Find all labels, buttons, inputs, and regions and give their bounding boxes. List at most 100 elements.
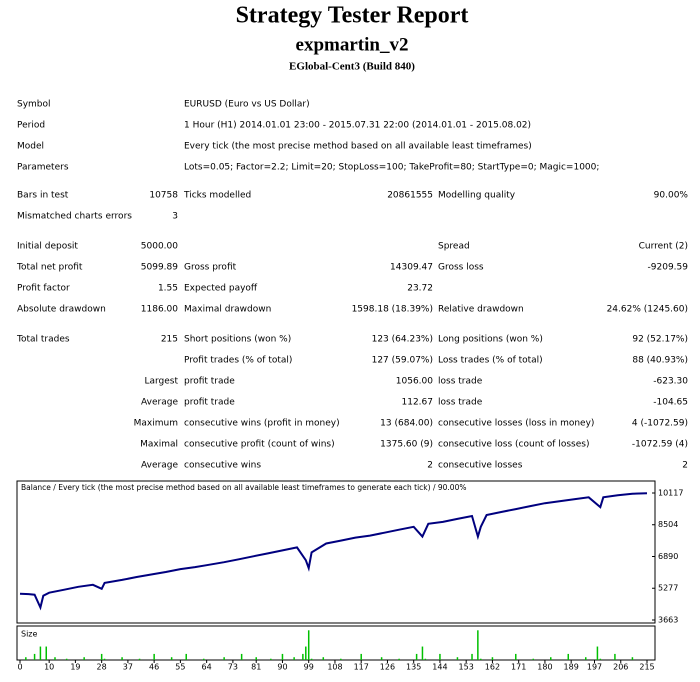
stat-cell: 1598.18 (18.39%) <box>352 305 433 315</box>
x-tick-label: 28 <box>97 663 107 672</box>
size-bar <box>83 657 85 660</box>
y-tick-label: 3663 <box>658 616 678 625</box>
stat-cell: consecutive profit (count of wins) <box>184 440 335 450</box>
stat-cell: consecutive wins <box>184 461 261 471</box>
stat-cell: 1375.60 (9) <box>380 440 433 450</box>
x-tick-label: 117 <box>354 663 369 672</box>
stat-cell: profit trade <box>184 377 235 387</box>
size-bar <box>103 658 106 660</box>
size-bar <box>421 646 424 660</box>
stat-cell: 215 <box>161 335 178 345</box>
size-bar <box>45 646 47 660</box>
x-tick-label: 46 <box>149 663 159 672</box>
size-bar <box>596 646 599 660</box>
stat-cell: 5099.89 <box>141 263 178 273</box>
size-bar <box>567 653 570 660</box>
stat-cell: 3 <box>172 212 178 222</box>
stat-cell: 90.00% <box>654 191 689 201</box>
stat-cell: Maximal <box>140 440 178 450</box>
stat-cell: Average <box>141 461 178 471</box>
x-tick-label: 64 <box>202 663 212 672</box>
size-bar <box>307 630 310 660</box>
size-bar <box>39 646 42 660</box>
x-tick-label: 108 <box>327 663 342 672</box>
stat-cell: Short positions (won %) <box>184 335 291 345</box>
title: Strategy Tester Report <box>236 3 469 29</box>
size-bar <box>585 657 587 660</box>
size-bar <box>100 653 103 660</box>
x-tick-label: 73 <box>228 663 238 672</box>
size-bar <box>439 653 441 660</box>
stat-cell: 1186.00 <box>141 305 178 315</box>
stat-cell: Modelling quality <box>438 191 516 201</box>
size-bar <box>614 653 616 660</box>
x-tick-label: 37 <box>123 663 133 672</box>
x-tick-label: 19 <box>70 663 80 672</box>
x-tick-label: 0 <box>17 663 22 672</box>
size-bar <box>415 653 418 660</box>
x-tick-label: 81 <box>251 663 261 672</box>
x-tick-label: 55 <box>175 663 185 672</box>
x-tick-label: 144 <box>432 663 447 672</box>
stat-cell: 5000.00 <box>141 242 178 252</box>
stat-cell: 1.55 <box>158 284 178 294</box>
stat-cell: Gross profit <box>184 263 237 273</box>
info-label: Symbol <box>17 100 51 110</box>
x-tick-label: 197 <box>587 663 602 672</box>
size-bar <box>270 658 272 660</box>
stat-cell: Maximum <box>134 419 178 429</box>
size-bar <box>456 657 459 660</box>
stat-cell: Absolute drawdown <box>17 305 106 315</box>
balance-line <box>19 492 648 611</box>
stat-cell: Initial deposit <box>17 242 78 252</box>
info-label: Model <box>17 142 44 152</box>
size-bar <box>322 657 325 660</box>
info-value: Every tick (the most precise method base… <box>184 142 532 152</box>
size-bar <box>398 658 400 660</box>
size-bar <box>310 658 313 660</box>
x-tick-label: 10 <box>44 663 54 672</box>
info-label: Parameters <box>17 163 69 173</box>
info-label: Period <box>17 121 45 131</box>
stat-cell: Largest <box>144 377 178 387</box>
size-bar <box>25 657 27 660</box>
size-bar <box>223 657 225 660</box>
stat-cell: -9209.59 <box>648 263 689 273</box>
stat-cell: Maximal drawdown <box>184 305 271 315</box>
size-bar <box>240 653 243 660</box>
size-bar <box>532 658 535 660</box>
size-bar <box>471 653 473 660</box>
stat-cell: 24.62% (1245.60) <box>607 305 688 315</box>
stat-cell: consecutive losses <box>438 461 523 471</box>
x-tick-label: 153 <box>459 663 474 672</box>
server: EGlobal-Cent3 (Build 840) <box>289 61 415 73</box>
x-tick-label: 90 <box>277 663 287 672</box>
x-tick-label: 215 <box>639 663 654 672</box>
size-bar <box>293 657 295 660</box>
stat-cell: Long positions (won %) <box>438 335 543 345</box>
stat-cell: Current (2) <box>639 242 688 252</box>
size-bar <box>202 658 205 660</box>
stat-cell: 23.72 <box>407 284 433 294</box>
size-bar <box>33 653 36 660</box>
size-bar <box>170 657 173 660</box>
y-tick-label: 5277 <box>658 584 678 593</box>
size-bar <box>255 657 257 660</box>
stat-cell: 2 <box>682 461 688 471</box>
y-tick-label: 8504 <box>658 520 678 529</box>
stat-cell: 112.67 <box>402 398 434 408</box>
size-bar <box>281 653 284 660</box>
stat-cell: 1056.00 <box>396 377 433 387</box>
stat-cell: Ticks modelled <box>183 191 251 201</box>
stat-cell: Spread <box>438 242 470 252</box>
size-bar <box>550 657 552 660</box>
size-bar <box>138 658 141 660</box>
stat-cell: Gross loss <box>438 263 484 273</box>
size-bar <box>424 658 427 660</box>
size-bar <box>340 658 342 660</box>
stat-cell: Profit trades (% of total) <box>184 356 292 366</box>
stat-cell: Total net profit <box>16 263 83 273</box>
stat-cell: Loss trades (% of total) <box>438 356 543 366</box>
size-bar <box>599 658 602 660</box>
